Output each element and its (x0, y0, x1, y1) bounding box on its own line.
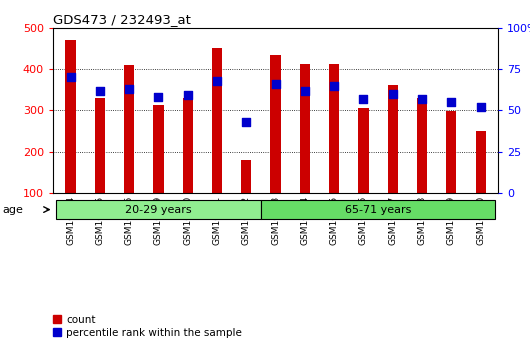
Bar (212, 48, 222, 193)
Bar (300, 63, 310, 193)
Point (183, 93, 192, 98)
Point (271, 81, 280, 87)
Point (213, 78, 221, 83)
Bar (153, 105, 164, 193)
Bar (446, 111, 456, 193)
Point (388, 91, 397, 97)
Bar (270, 55, 281, 193)
Bar (387, 85, 398, 193)
Bar (261, 200, 495, 219)
Point (66, 75, 75, 80)
Bar (241, 160, 251, 193)
Text: age: age (3, 206, 23, 215)
Text: 20-29 years: 20-29 years (125, 205, 192, 215)
Point (301, 88, 309, 93)
Text: 65-71 years: 65-71 years (345, 205, 411, 215)
Bar (329, 63, 339, 193)
Point (418, 96, 426, 101)
Bar (358, 108, 368, 193)
Point (447, 99, 456, 105)
Bar (475, 131, 486, 193)
Bar (65, 40, 76, 193)
Bar (56, 200, 261, 219)
Point (476, 104, 485, 110)
Bar (417, 98, 427, 193)
Point (125, 86, 134, 92)
Bar (124, 65, 134, 193)
Point (242, 119, 251, 125)
Point (154, 95, 163, 100)
Point (95, 88, 104, 93)
Bar (183, 98, 193, 193)
Bar (95, 98, 105, 193)
Point (330, 83, 339, 88)
Text: GDS473 / 232493_at: GDS473 / 232493_at (53, 13, 191, 27)
Legend: count, percentile rank within the sample: count, percentile rank within the sample (53, 315, 242, 338)
Point (359, 96, 368, 101)
